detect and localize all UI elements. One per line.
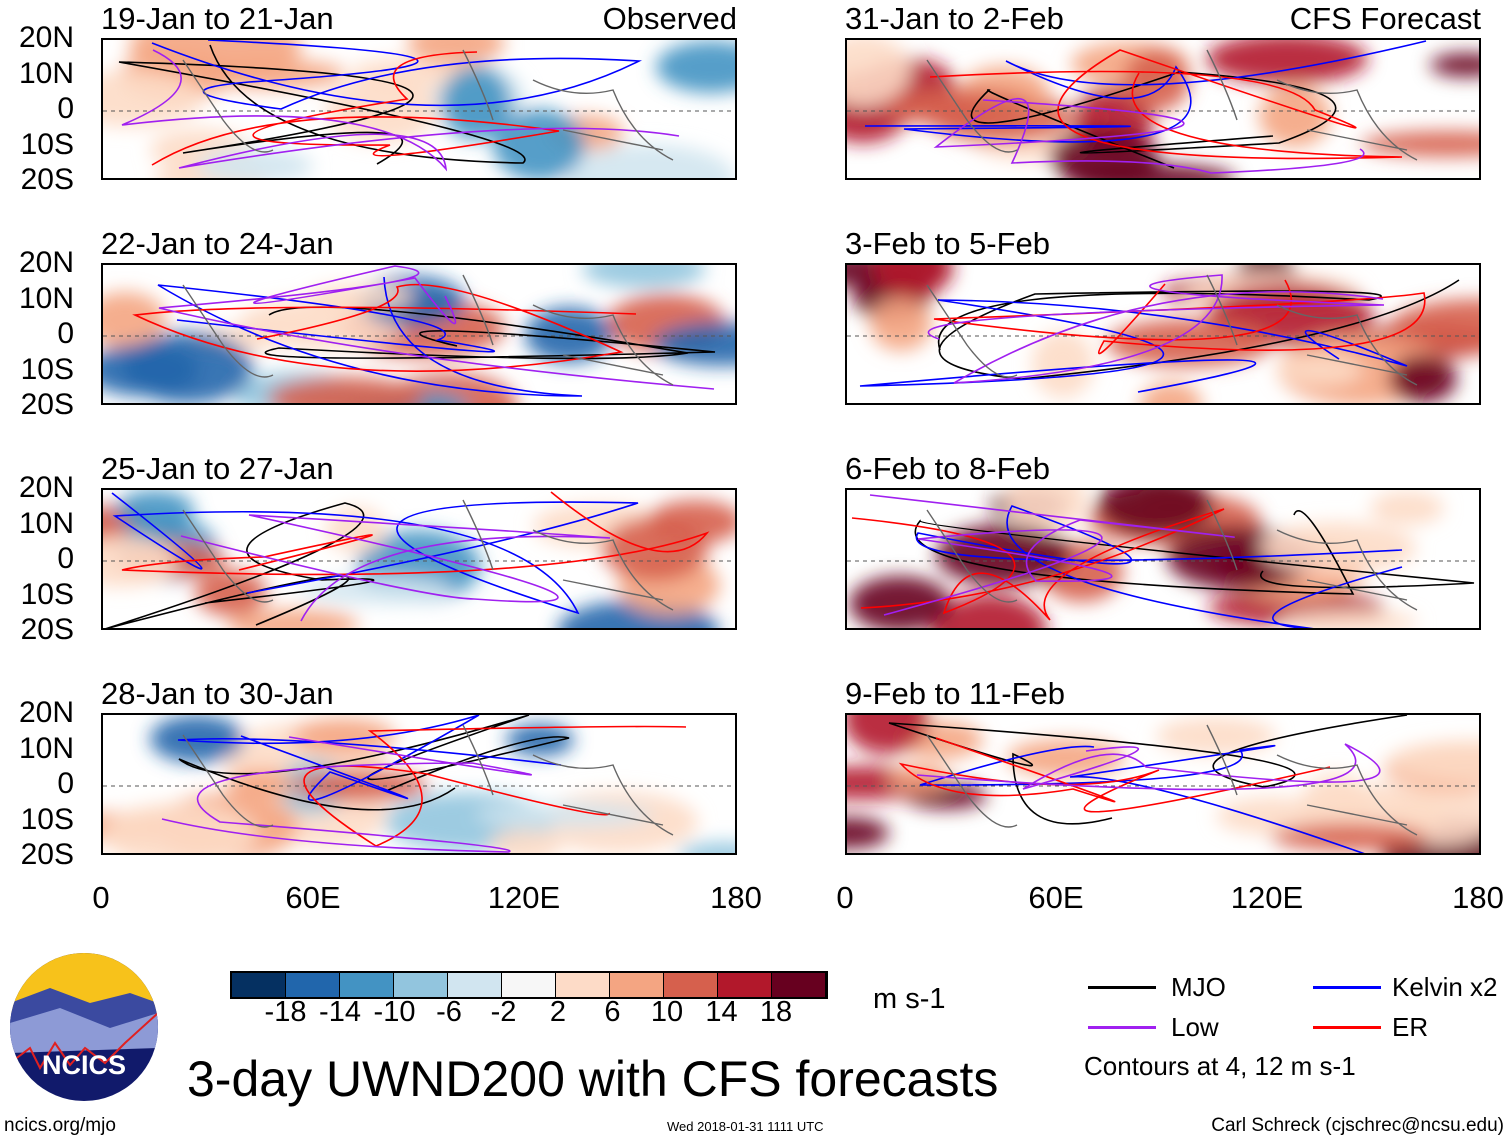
map-panel: [845, 713, 1481, 855]
map-panel: [845, 263, 1481, 405]
wind-field: [847, 490, 1479, 628]
lat-label: 20S: [20, 613, 74, 646]
lat-label: 0: [57, 767, 74, 800]
wind-field: [103, 490, 735, 628]
lat-label: 10S: [20, 127, 74, 161]
colorbar-label: 6: [604, 996, 621, 1028]
colorbar-label: 2: [549, 996, 567, 1028]
lat-label: 10S: [20, 577, 74, 611]
legend-swatch-low: [1088, 1026, 1156, 1029]
wind-field: [103, 40, 735, 178]
colorbar-label: -10: [373, 996, 416, 1028]
footer-author: Carl Schreck (cjschrec@ncsu.edu): [1211, 1115, 1504, 1136]
wind-field: [847, 715, 1479, 853]
colorbar-label: -2: [490, 996, 517, 1028]
ncics-logo: NCICS: [10, 953, 158, 1101]
colorbar-swatch: [556, 973, 610, 997]
panel-title: 22-Jan to 24-Jan: [101, 226, 334, 261]
lat-label: 10N: [18, 506, 74, 540]
contour-note: Contours at 4, 12 m s-1: [1084, 1051, 1356, 1081]
lat-label: 10N: [18, 56, 74, 90]
lat-label: 20N: [18, 471, 74, 504]
lat-label: 10S: [20, 352, 74, 386]
panel-title: 28-Jan to 30-Jan: [101, 676, 334, 711]
colorbar-swatch: [502, 973, 556, 997]
panel-title: 3-Feb to 5-Feb: [845, 226, 1051, 261]
map-panel: [101, 38, 737, 180]
figure-title: 3-day UWND200 with CFS forecasts: [187, 1051, 999, 1107]
panel-title: 19-Jan to 21-Jan: [101, 1, 334, 36]
lat-label: 10S: [20, 802, 74, 836]
colorbar-swatch: [772, 973, 826, 997]
legend-label: Low: [1171, 1012, 1219, 1042]
logo-text: NCICS: [41, 1050, 126, 1080]
footer-url: ncics.org/mjo: [4, 1115, 116, 1136]
wind-field: [847, 40, 1479, 178]
colorbar-swatch: [718, 973, 772, 997]
legend-label: Kelvin x2: [1392, 972, 1498, 1002]
wind-field: [103, 715, 735, 853]
lat-label: 10N: [18, 731, 74, 765]
lat-label: 20S: [20, 838, 74, 871]
footer-timestamp: Wed 2018-01-31 1111 UTC: [667, 1119, 824, 1134]
colorbar-label: -18: [264, 996, 307, 1028]
colorbar-swatch: [610, 973, 664, 997]
map-panel: [101, 488, 737, 630]
lat-label: 20N: [18, 21, 74, 54]
lat-label: 20N: [18, 246, 74, 279]
lon-label: 60E: [285, 880, 341, 915]
colorbar-label: 10: [650, 996, 684, 1028]
lon-label: 120E: [487, 880, 561, 915]
panel-title: 6-Feb to 8-Feb: [845, 451, 1051, 486]
map-panel: [101, 263, 737, 405]
colorbar-swatch: [394, 973, 448, 997]
panel-title: 9-Feb to 11-Feb: [845, 676, 1065, 711]
panel-title: 25-Jan to 27-Jan: [101, 451, 334, 486]
lon-label: 0: [92, 880, 110, 915]
legend-label: MJO: [1171, 972, 1226, 1002]
lat-label: 0: [57, 542, 74, 575]
lat-label: 10N: [18, 281, 74, 315]
lat-label: 0: [57, 92, 74, 125]
lat-label: 20N: [18, 696, 74, 729]
colorbar-label: -6: [436, 996, 462, 1028]
lat-label: 0: [57, 317, 74, 350]
legend-label: ER: [1392, 1012, 1429, 1042]
colorbar-swatch: [232, 973, 286, 997]
panel-tag: CFS Forecast: [1289, 1, 1481, 36]
map-panel: [845, 38, 1481, 180]
colorbar-label: 18: [759, 996, 793, 1028]
colorbar-label: 14: [705, 996, 738, 1028]
legend-swatch-er: [1313, 1026, 1381, 1029]
wind-field: [847, 265, 1479, 403]
map-panel: [101, 713, 737, 855]
lat-label: 20S: [20, 388, 74, 421]
lon-label: 60E: [1028, 880, 1084, 915]
map-panel: [845, 488, 1481, 630]
lon-label: 180: [1452, 880, 1504, 915]
colorbar-swatch: [340, 973, 394, 997]
lon-label: 120E: [1230, 880, 1304, 915]
lon-label: 0: [836, 880, 854, 915]
colorbar-label: -14: [319, 996, 361, 1028]
wind-field: [103, 265, 735, 403]
legend-swatch-mjo: [1088, 986, 1156, 989]
colorbar: [230, 971, 828, 999]
colorbar-swatch: [448, 973, 502, 997]
colorbar-swatch: [286, 973, 340, 997]
colorbar-units: m s-1: [873, 983, 946, 1015]
colorbar-swatch: [664, 973, 718, 997]
lat-label: 20S: [20, 163, 74, 196]
lon-label: 180: [710, 880, 762, 915]
panel-tag: Observed: [602, 1, 737, 36]
legend-swatch-kelvin: [1313, 986, 1381, 989]
panel-title: 31-Jan to 2-Feb: [845, 1, 1064, 36]
